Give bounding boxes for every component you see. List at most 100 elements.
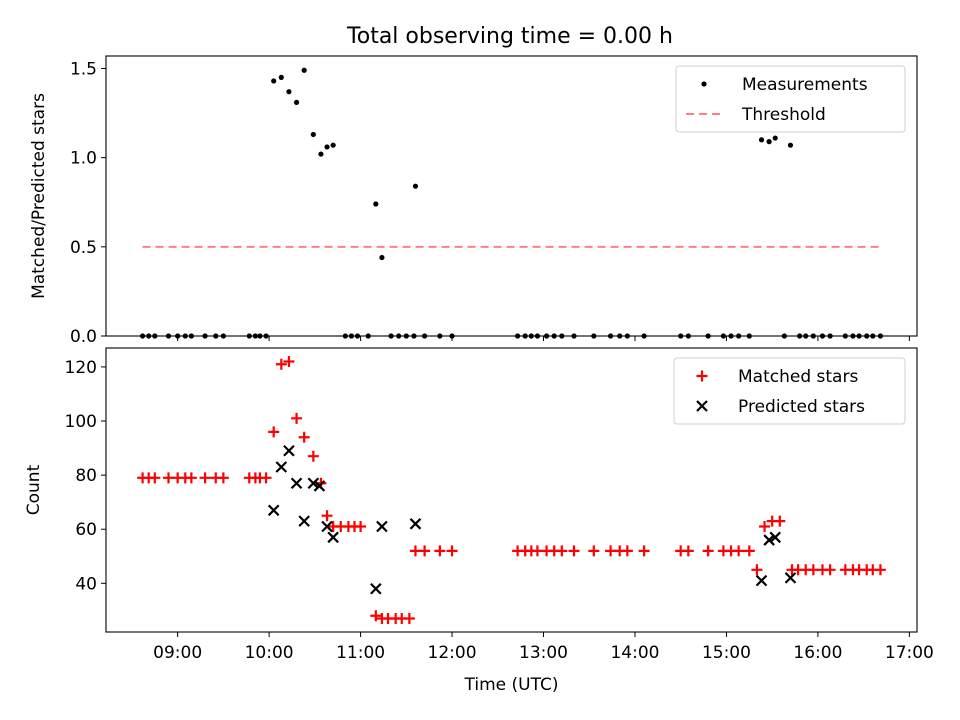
y-tick-label: 40 [75, 574, 97, 594]
data-point-0-60 [774, 515, 786, 527]
top-panel: 0.0 0.5 1.0 1.5 Matched/Predicted stars Measu… [29, 55, 918, 347]
data-point-1-10 [376, 520, 388, 533]
data-point-0-7 [199, 472, 211, 484]
y-tick-label: 80 [75, 466, 97, 486]
figure-title: Total observing time = 0.00 h [346, 24, 673, 49]
data-point-1-8 [327, 531, 339, 544]
data-point-0-21 [321, 510, 333, 522]
data-point-0-26 [355, 521, 367, 533]
legend: Measurements Threshold [675, 65, 906, 133]
data-point-1-3 [290, 477, 303, 490]
legend-box [675, 65, 906, 133]
data-point-0-35 [434, 545, 446, 557]
bottom-panel: 40 60 80 100 120 09:00 10:00 11:00 12:00 13:00 14:… [24, 347, 934, 695]
legend-label: Threshold [741, 105, 826, 125]
data-point-0-14 [268, 426, 280, 438]
data-point-1-15 [784, 572, 797, 584]
data-point-0-58 [759, 521, 771, 533]
data-point-0-21 [324, 144, 330, 150]
data-point-0-17 [291, 412, 303, 424]
data-point-0-32 [403, 612, 415, 624]
data-point-0-57 [751, 564, 763, 576]
data-point-1-12 [755, 574, 768, 587]
data-point-0-9 [217, 472, 229, 484]
axes-frame [105, 55, 918, 337]
data-point-0-19 [307, 450, 319, 462]
data-point-0-19 [310, 131, 316, 138]
data-point-1-14 [769, 531, 782, 544]
data-point-0-57 [758, 137, 765, 143]
data-point-0-18 [301, 67, 307, 73]
data-point-0-44 [568, 545, 580, 557]
series-1-0 [137, 356, 886, 624]
data-point-1-13 [763, 534, 775, 546]
y-axis-label: Matched/Predicted stars [29, 93, 49, 299]
data-point-0-48 [621, 545, 633, 557]
y-tick-label: 0.5 [70, 238, 97, 258]
data-point-1-1 [275, 461, 288, 473]
legend-marker [696, 370, 708, 382]
data-point-0-36 [412, 183, 419, 189]
y-tick-label: 100 [65, 412, 97, 432]
data-point-0-27 [370, 610, 382, 622]
data-point-1-4 [298, 515, 310, 527]
data-point-0-28 [379, 254, 385, 261]
data-point-1-2 [283, 445, 295, 457]
data-point-0-52 [702, 545, 714, 557]
data-point-0-51 [682, 545, 694, 557]
data-point-1-0 [267, 504, 280, 517]
y-tick-label: 1.0 [70, 149, 97, 169]
legend-marker [696, 400, 708, 412]
x-tick-label: 11:00 [336, 643, 385, 663]
data-point-0-61 [787, 142, 794, 148]
data-point-0-27 [373, 201, 379, 207]
data-point-0-66 [824, 564, 836, 576]
y-axis-label: Count [24, 464, 44, 515]
x-tick-label: 14:00 [610, 643, 659, 663]
data-point-0-22 [330, 142, 336, 148]
x-tick-label: 13:00 [519, 643, 568, 663]
legend-label: Measurements [742, 75, 868, 95]
axes-frame [105, 347, 918, 633]
data-point-0-14 [271, 78, 277, 84]
data-point-0-2 [149, 472, 161, 484]
data-point-0-16 [283, 356, 295, 368]
legend-label: Predicted stars [738, 397, 865, 417]
x-tick-label: 17:00 [885, 643, 934, 663]
legend-marker [701, 81, 707, 87]
data-point-0-72 [874, 564, 886, 576]
data-point-0-56 [743, 545, 755, 557]
y-tick-label: 60 [75, 520, 97, 540]
y-tick-label: 0.0 [70, 327, 97, 347]
data-point-0-17 [293, 99, 300, 105]
series-1-1 [267, 445, 797, 595]
data-point-0-13 [260, 472, 272, 484]
data-point-0-6 [185, 472, 197, 484]
x-tick-label: 15:00 [702, 643, 751, 663]
legend-box [673, 357, 906, 425]
data-point-0-20 [318, 151, 324, 157]
data-point-0-58 [766, 139, 772, 145]
x-tick-label: 12:00 [428, 643, 477, 663]
data-point-0-49 [638, 545, 650, 557]
x-axis-label: Time (UTC) [464, 675, 559, 695]
data-point-0-43 [556, 545, 568, 557]
data-point-0-55 [733, 545, 745, 557]
data-point-1-11 [409, 518, 422, 530]
x-tick-label: 16:00 [793, 643, 842, 663]
data-point-1-7 [321, 520, 333, 533]
data-point-0-45 [588, 545, 600, 557]
data-point-0-18 [298, 431, 310, 443]
data-point-0-36 [446, 545, 458, 557]
y-tick-label: 120 [65, 358, 97, 378]
legend-label: Matched stars [738, 367, 858, 387]
x-tick-label: 09:00 [153, 643, 202, 663]
data-point-0-15 [278, 74, 284, 81]
data-point-0-59 [772, 135, 778, 141]
legend: Matched stars Predicted stars [673, 357, 906, 425]
y-tick-label: 1.5 [70, 59, 97, 79]
data-point-0-16 [286, 89, 292, 95]
data-point-0-15 [275, 358, 287, 370]
data-point-0-34 [419, 545, 431, 557]
